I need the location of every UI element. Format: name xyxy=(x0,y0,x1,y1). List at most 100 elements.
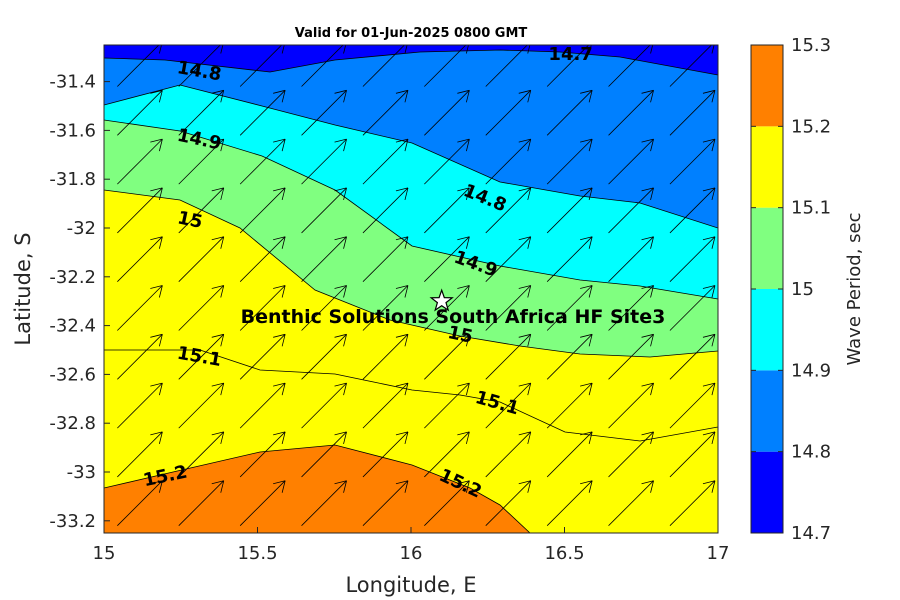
wave-direction-arrow xyxy=(301,382,347,429)
wave-direction-arrow xyxy=(239,187,286,234)
wave-direction-arrow xyxy=(117,480,163,527)
wave-direction-arrow xyxy=(301,333,347,380)
band-15.1-15.2 xyxy=(104,190,718,533)
wave-direction-arrow xyxy=(362,285,409,331)
wave-direction-arrow xyxy=(669,187,716,234)
wave-direction-arrow xyxy=(362,236,409,283)
contour-label: 15 xyxy=(446,322,475,348)
wave-direction-arrow xyxy=(424,187,470,234)
colorbar-segment xyxy=(751,45,783,127)
wave-direction-arrow xyxy=(608,89,654,136)
wave-direction-arrow xyxy=(178,45,224,87)
wave-direction-arrow xyxy=(301,236,347,283)
x-tick-label: 16 xyxy=(400,543,423,564)
wave-direction-arrow xyxy=(362,382,409,429)
wave-direction-arrow xyxy=(669,285,716,331)
band-15.2-15.3-core xyxy=(104,445,530,533)
wave-direction-arrow xyxy=(608,333,654,380)
wave-direction-arrow xyxy=(608,285,654,331)
wave-direction-arrow xyxy=(485,382,532,429)
contour-line xyxy=(104,49,718,76)
wave-direction-arrow xyxy=(117,45,162,87)
wave-direction-arrow xyxy=(669,45,715,87)
wave-direction-arrow xyxy=(669,431,716,478)
y-tick-label: -32.4 xyxy=(49,316,96,337)
x-tick-label: 17 xyxy=(707,543,730,564)
wave-direction-arrow xyxy=(301,89,347,136)
colorbar-tick-label: 14.9 xyxy=(791,360,831,381)
wave-direction-arrow xyxy=(608,138,654,185)
wave-direction-arrow xyxy=(178,138,225,185)
colorbar-tick-label: 14.7 xyxy=(791,523,831,544)
wave-direction-arrow xyxy=(424,138,470,185)
wave-direction-arrow xyxy=(546,187,593,234)
wave-direction-arrow xyxy=(546,431,593,478)
x-tick-label: 15 xyxy=(93,543,116,564)
wave-direction-arrow xyxy=(485,285,532,331)
wave-direction-arrow xyxy=(546,285,593,331)
wave-direction-arrow xyxy=(546,236,593,283)
wave-direction-arrow xyxy=(362,138,409,185)
wave-direction-arrow xyxy=(239,45,285,87)
wave-direction-arrow xyxy=(485,333,532,380)
contour-line xyxy=(104,119,718,300)
wave-direction-arrow xyxy=(546,138,593,185)
wave-direction-arrow xyxy=(301,45,347,87)
y-axis: -31.4 -31.6 -31.8 -32 -32.2 -32.4 -32.6 -32.8 -3… xyxy=(49,72,110,532)
y-tick-label: -32 xyxy=(67,218,96,239)
y-tick-label: -33 xyxy=(67,462,96,483)
wave-direction-arrow xyxy=(239,480,286,527)
y-tick-label: -31.6 xyxy=(49,120,96,141)
wave-direction-arrow xyxy=(117,285,163,331)
wave-direction-arrow xyxy=(178,333,225,380)
x-tick-label: 16.5 xyxy=(544,543,584,564)
colorbar-segment xyxy=(751,370,783,452)
contour-label: 14.7 xyxy=(548,44,592,65)
wave-direction-arrow xyxy=(301,138,347,185)
wave-direction-arrow xyxy=(178,431,225,478)
y-tick-label: -33.2 xyxy=(49,511,96,532)
wave-direction-arrow xyxy=(546,480,593,527)
y-tick-label: -32.8 xyxy=(49,413,96,434)
wave-direction-arrow xyxy=(301,480,347,527)
wave-direction-arrow xyxy=(178,236,225,283)
wave-direction-arrow xyxy=(669,138,716,185)
wave-direction-arrow xyxy=(485,138,532,185)
contour-line xyxy=(104,84,718,229)
colorbar-tick-label: 15.2 xyxy=(791,116,831,137)
wave-direction-arrow xyxy=(117,236,163,283)
colorbar-segment xyxy=(751,126,783,208)
x-axis: 15 15.5 16 16.5 17 xyxy=(93,527,730,564)
colorbar-segment xyxy=(751,289,783,371)
x-axis-label: Longitude, E xyxy=(345,573,476,597)
wave-direction-arrow xyxy=(546,45,592,87)
y-tick-label: -32.2 xyxy=(49,267,96,288)
wave-direction-arrow xyxy=(485,187,532,234)
wave-direction-arrow xyxy=(424,382,470,429)
wave-direction-arrow xyxy=(301,187,347,234)
wave-direction-arrow xyxy=(669,382,716,429)
wave-direction-arrow xyxy=(485,431,532,478)
colorbar-segment xyxy=(751,451,783,533)
wave-direction-arrow xyxy=(424,89,470,136)
wave-direction-arrow xyxy=(424,431,470,478)
wave-direction-arrow xyxy=(362,480,409,527)
wave-direction-arrow xyxy=(608,480,654,527)
wave-direction-arrow xyxy=(669,333,716,380)
y-axis-label: Latitude, S xyxy=(11,232,35,345)
wave-direction-arrow xyxy=(546,382,593,429)
wave-direction-arrow xyxy=(669,89,716,136)
wave-direction-arrow xyxy=(178,382,225,429)
wave-direction-arrow xyxy=(362,89,409,136)
chart-title: Valid for 01-Jun-2025 0800 GMT xyxy=(295,26,528,41)
wave-direction-arrow xyxy=(239,431,286,478)
wave-direction-arrow xyxy=(485,89,532,136)
contour-label: 15 xyxy=(176,207,205,233)
wave-direction-arrow xyxy=(608,45,654,87)
y-tick-label: -31.8 xyxy=(49,169,96,190)
y-tick-label: -31.4 xyxy=(49,72,96,93)
wave-direction-arrow xyxy=(424,480,470,527)
x-tick-label: 15.5 xyxy=(237,543,277,564)
colorbar-segment xyxy=(751,207,783,289)
